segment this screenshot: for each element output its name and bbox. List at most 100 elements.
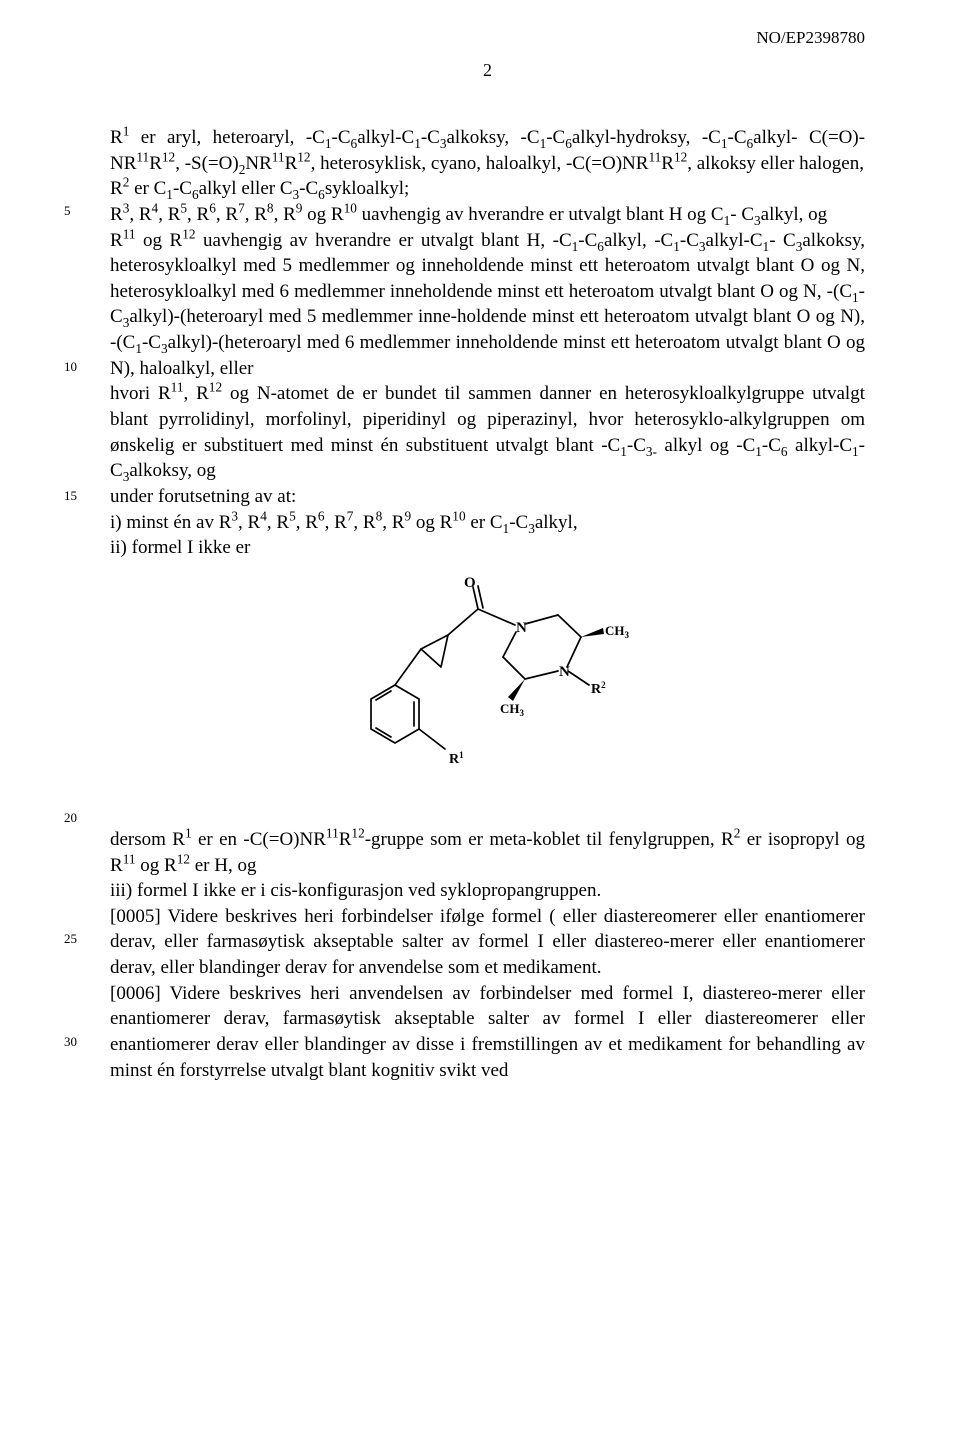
- text-run: uavhengig av hverandre er utvalgt blant …: [196, 230, 572, 251]
- text-run: C: [783, 230, 796, 251]
- label-r2: R2: [591, 680, 606, 697]
- text-run: -: [769, 230, 775, 251]
- text-run: er en -C(=O)NR: [192, 829, 326, 850]
- text-run: alkyl)-(heteroaryl med 6 medlemmer inneh…: [110, 332, 865, 379]
- text-run: er: [740, 829, 761, 850]
- text-run: , -S(=O): [175, 153, 239, 174]
- body-text: ii) formel I ikke er: [110, 535, 865, 561]
- body-text: R1 er aryl, heteroaryl, -C1-C6alkyl-C1-C…: [110, 125, 865, 176]
- subscript: 6: [597, 238, 604, 253]
- text-run: [0005] Videre beskrives heri forbindelse…: [110, 906, 865, 978]
- label-o: O: [464, 577, 476, 591]
- subscript: 6: [565, 136, 572, 151]
- text-run: , alkoksy: [687, 153, 756, 174]
- label-ch3-bottom: CH3: [500, 701, 525, 718]
- superscript: 11: [123, 851, 136, 866]
- text-run: alkyl, og: [761, 204, 828, 225]
- text-run: hvori R: [110, 383, 171, 404]
- body-text: iii) formel I ikke er i cis-konfigurasjo…: [110, 878, 865, 904]
- subscript: 1: [852, 290, 859, 305]
- text-run: -C: [299, 178, 318, 199]
- chemical-structure-figure: O N N CH3 CH3 R2 R1: [110, 577, 865, 817]
- superscript: 12: [209, 380, 222, 395]
- text-run: og R: [411, 512, 452, 533]
- text-run: alkyl og -C: [664, 435, 755, 456]
- text-run: i) minst én av R: [110, 512, 231, 533]
- page-number: 2: [110, 60, 865, 81]
- text-run: alkyl, -C: [604, 230, 673, 251]
- subscript: 1: [673, 238, 680, 253]
- label-n2: N: [559, 664, 570, 680]
- text-run: R: [661, 153, 674, 174]
- text-run: -: [730, 204, 736, 225]
- text-run: alkyl,: [535, 512, 578, 533]
- subscript: 3: [528, 520, 535, 535]
- text-run: alkyl-C: [788, 435, 852, 456]
- subscript: 3-: [646, 443, 657, 458]
- body-area: R1 er aryl, heteroaryl, -C1-C6alkyl-C1-C…: [110, 125, 865, 1083]
- text-run: -C: [173, 178, 192, 199]
- subscript: 1: [755, 443, 762, 458]
- superscript: 12: [162, 149, 175, 164]
- text-run: -C: [546, 127, 565, 148]
- text-run: sykloalkyl;: [325, 178, 409, 199]
- superscript: 11: [123, 226, 136, 241]
- superscript: 12: [177, 851, 190, 866]
- text-run: -C: [680, 230, 699, 251]
- text-run: R: [339, 829, 352, 850]
- text-run: , R: [183, 383, 208, 404]
- text-run: er aryl, heteroaryl, -C: [129, 127, 325, 148]
- text-run: R: [110, 178, 123, 199]
- text-run: alkyl-C: [706, 230, 763, 251]
- subscript: 1: [721, 136, 728, 151]
- subscript: 3: [699, 238, 706, 253]
- superscript: 6: [209, 201, 216, 216]
- body-text: i) minst én av R3, R4, R5, R6, R7, R8, R…: [110, 510, 865, 536]
- superscript: 7: [238, 201, 245, 216]
- body-text: R2 er C1-C6alkyl eller C3-C6sykloalkyl;: [110, 176, 865, 202]
- subscript: 1: [166, 187, 173, 202]
- subscript: 3: [440, 136, 447, 151]
- text-run: , R: [158, 204, 180, 225]
- subscript: 1: [852, 443, 859, 458]
- text-run: alkyl-C: [357, 127, 414, 148]
- subscript: 1: [414, 136, 421, 151]
- line-number: 15: [64, 488, 77, 504]
- text-run: alkoksy, og: [129, 460, 215, 481]
- line-number: 20: [64, 809, 77, 827]
- text-run: -C: [509, 512, 528, 533]
- line-number: 30: [64, 1033, 77, 1051]
- body-text: 25 [0005] Videre beskrives heri forbinde…: [110, 904, 865, 981]
- label-n1: N: [516, 620, 527, 636]
- text-run: R: [285, 153, 298, 174]
- page: NO/EP2398780 2 R1 er aryl, heteroaryl, -…: [0, 0, 960, 1435]
- superscript: 10: [344, 201, 357, 216]
- line-number: 25: [64, 930, 77, 948]
- text-run: -C: [421, 127, 440, 148]
- text-run: dersom R: [110, 829, 185, 850]
- text-run: -C: [762, 435, 781, 456]
- subscript: 3: [161, 341, 168, 356]
- text-run: eller halogen,: [761, 153, 864, 174]
- body-text: 30 [0006] Videre beskrives heri anvendel…: [110, 981, 865, 1084]
- subscript: 1: [325, 136, 332, 151]
- superscript: 11: [648, 149, 661, 164]
- body-text: R11 og R12 uavhengig av hverandre er utv…: [110, 228, 865, 382]
- text-run: R: [149, 153, 162, 174]
- text-run: , R: [274, 204, 296, 225]
- text-run: [0006] Videre beskrives heri anvendelsen…: [110, 983, 865, 1081]
- text-run: -gruppe som er meta-koblet til fenylgrup…: [365, 829, 734, 850]
- text-run: , R: [325, 512, 347, 533]
- text-run: NR: [245, 153, 271, 174]
- superscript: 12: [182, 226, 195, 241]
- text-run: -C: [578, 230, 597, 251]
- label-ch3-top: CH3: [605, 623, 630, 640]
- text-run: R: [110, 204, 123, 225]
- superscript: 11: [171, 380, 184, 395]
- text-run: -C: [627, 435, 646, 456]
- subscript: 6: [781, 443, 788, 458]
- text-run: alkyl eller C: [199, 178, 293, 199]
- text-run: R: [110, 127, 123, 148]
- superscript: 11: [272, 149, 285, 164]
- subscript: 6: [318, 187, 325, 202]
